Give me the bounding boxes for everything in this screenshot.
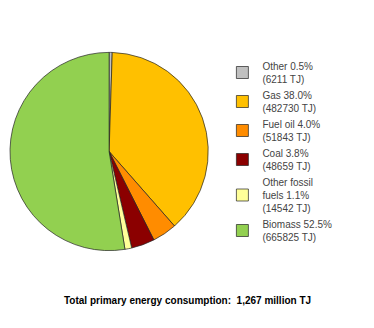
svg-text:Biomass 52.5%(665825 TJ): Biomass 52.5%(665825 TJ) (262, 219, 332, 243)
svg-text:Total primary energy consumpti: Total primary energy consumption: 1,267 … (64, 295, 311, 306)
svg-text:Fuel oil 4.0%(51843 TJ): Fuel oil 4.0%(51843 TJ) (262, 119, 320, 143)
svg-text:Other fossilfuels 1.1%(14542 T: Other fossilfuels 1.1%(14542 TJ) (262, 177, 313, 214)
svg-text:Coal 3.8%(48659 TJ): Coal 3.8%(48659 TJ) (262, 148, 310, 172)
svg-text:Gas 38.0%(482730 TJ): Gas 38.0%(482730 TJ) (262, 90, 316, 114)
svg-text:Other 0.5%(6211 TJ): Other 0.5%(6211 TJ) (262, 61, 313, 85)
